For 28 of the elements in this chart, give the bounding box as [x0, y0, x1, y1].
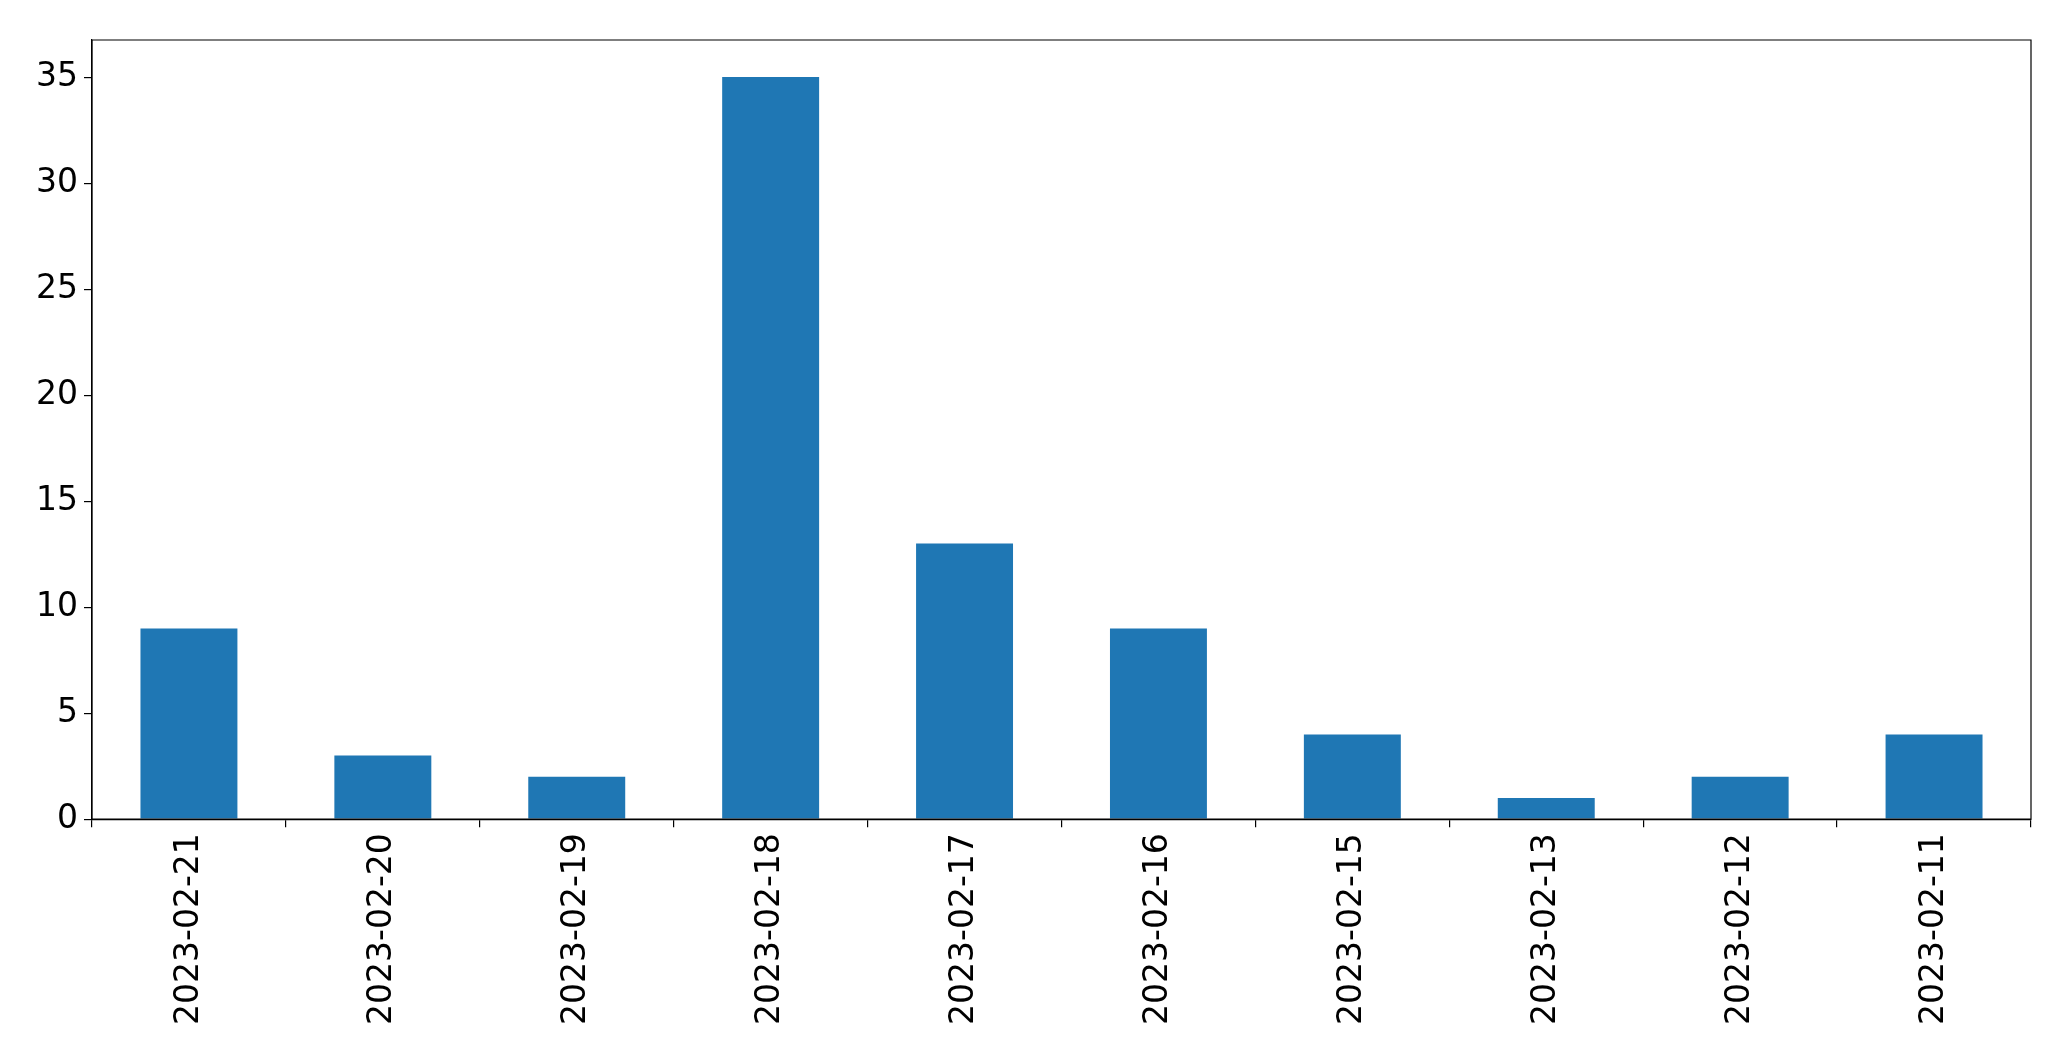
y-tick-label: 15 — [35, 478, 78, 518]
x-tick-label: 2023-02-21 — [166, 833, 206, 1025]
bar — [334, 755, 432, 819]
y-tick-label: 35 — [35, 54, 78, 94]
x-tick-label: 2023-02-20 — [360, 833, 400, 1025]
bar — [1303, 734, 1401, 819]
bar — [528, 776, 626, 819]
bar — [722, 77, 820, 819]
y-tick-label: 5 — [56, 690, 78, 730]
x-tick-label: 2023-02-12 — [1717, 833, 1757, 1025]
x-tick-label: 2023-02-19 — [554, 833, 594, 1025]
bar — [1691, 776, 1789, 819]
bar — [916, 543, 1014, 819]
y-tick-label: 20 — [35, 372, 78, 412]
x-tick-label: 2023-02-16 — [1136, 833, 1176, 1025]
bar — [1497, 798, 1595, 819]
bar — [140, 628, 238, 819]
x-tick-label: 2023-02-15 — [1329, 833, 1369, 1025]
x-tick-label: 2023-02-18 — [748, 833, 788, 1025]
y-tick-label: 0 — [56, 796, 78, 836]
x-tick-label: 2023-02-17 — [942, 833, 982, 1025]
bar — [1885, 734, 1983, 819]
y-tick-label: 10 — [35, 584, 78, 624]
bar — [1109, 628, 1207, 819]
x-tick-label: 2023-02-11 — [1911, 833, 1951, 1025]
y-tick-label: 25 — [35, 266, 78, 306]
x-tick-label: 2023-02-13 — [1523, 833, 1563, 1025]
y-tick-label: 30 — [35, 160, 78, 200]
